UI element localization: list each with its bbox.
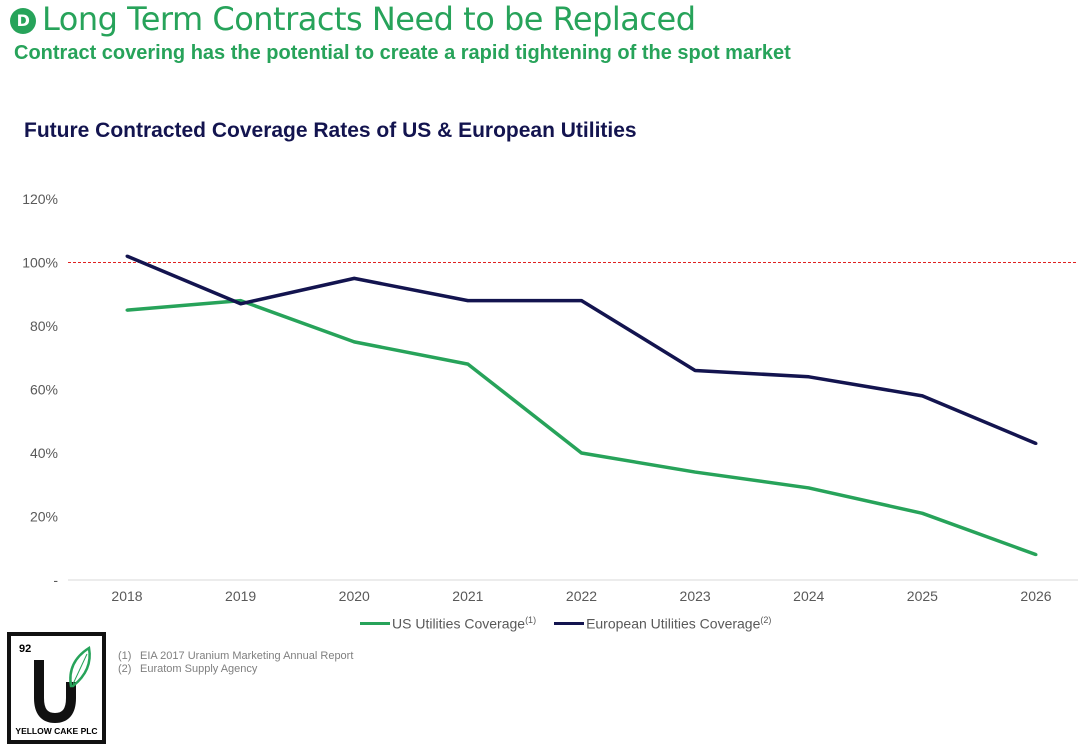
footnote-text: EIA 2017 Uranium Marketing Annual Report [140, 650, 354, 662]
legend-note: (2) [760, 615, 772, 625]
legend-swatch [554, 621, 585, 625]
x-tick-label: 2023 [680, 588, 711, 604]
data-point [239, 302, 243, 306]
x-tick-label: 2026 [1020, 588, 1051, 604]
footnote-text: Euratom Supply Agency [140, 663, 258, 675]
data-point [352, 340, 356, 344]
footnote-number: (1) [118, 650, 132, 662]
section-badge: D [10, 8, 36, 34]
company-logo: 92 YELLOW CAKE PLC [7, 632, 106, 744]
logo-number: 92 [19, 643, 32, 655]
data-point [807, 375, 811, 379]
legend-item-europe: European Utilities Coverage(2) [554, 615, 771, 632]
y-tick-label: 60% [30, 382, 58, 398]
u-leaf-icon [34, 645, 91, 724]
footnote-number: (2) [118, 663, 132, 675]
y-tick-label: 80% [30, 318, 58, 334]
data-point [807, 486, 811, 490]
data-point [580, 299, 583, 303]
series-line-europe [126, 254, 1037, 446]
footnote: (1) EIA 2017 Uranium Marketing Annual Rep… [118, 650, 353, 663]
data-point [466, 362, 470, 366]
chart-title: Future Contracted Coverage Rates of US &… [24, 119, 637, 142]
y-tick-label: 100% [22, 255, 58, 271]
page-title: D Long Term Contracts Need to be Replaced [10, 0, 696, 38]
legend-note: (1) [525, 615, 537, 625]
logo-name: YELLOW CAKE PLC [15, 726, 98, 736]
y-tick-label: 40% [30, 445, 58, 461]
y-tick-label: - [53, 572, 58, 588]
legend-label: European Utilities Coverage [586, 615, 761, 632]
data-point [125, 308, 129, 312]
data-point [693, 470, 697, 474]
data-point [920, 511, 924, 515]
data-point [125, 254, 129, 258]
data-point [693, 368, 697, 372]
data-point [580, 451, 583, 455]
data-point [1034, 441, 1038, 445]
legend-item-us: US Utilities Coverage(1) [360, 615, 536, 632]
data-point [920, 394, 924, 398]
footnote: (2) Euratom Supply Agency [118, 663, 353, 676]
x-tick-label: 2018 [111, 588, 142, 604]
data-point [352, 276, 356, 280]
x-tick-label: 2024 [793, 588, 824, 604]
y-tick-label: 20% [30, 509, 58, 525]
chart-legend: US Utilities Coverage(1) European Utilit… [360, 615, 771, 632]
x-tick-label: 2020 [339, 588, 370, 604]
data-point [466, 299, 470, 303]
y-tick-label: 120% [22, 191, 58, 207]
page-subtitle: Contract covering has the potential to c… [14, 42, 791, 64]
x-tick-label: 2019 [225, 588, 256, 604]
footnotes: (1) EIA 2017 Uranium Marketing Annual Rep… [118, 650, 353, 676]
page-title-text: Long Term Contracts Need to be Replaced [42, 0, 696, 38]
series-line-us [126, 298, 1037, 557]
x-tick-label: 2025 [907, 588, 938, 604]
data-point [239, 299, 243, 303]
x-tick-label: 2021 [452, 588, 483, 604]
data-point [1034, 553, 1038, 557]
x-tick-label: 2022 [566, 588, 597, 604]
legend-swatch [360, 621, 390, 625]
legend-label: US Utilities Coverage [392, 615, 526, 632]
